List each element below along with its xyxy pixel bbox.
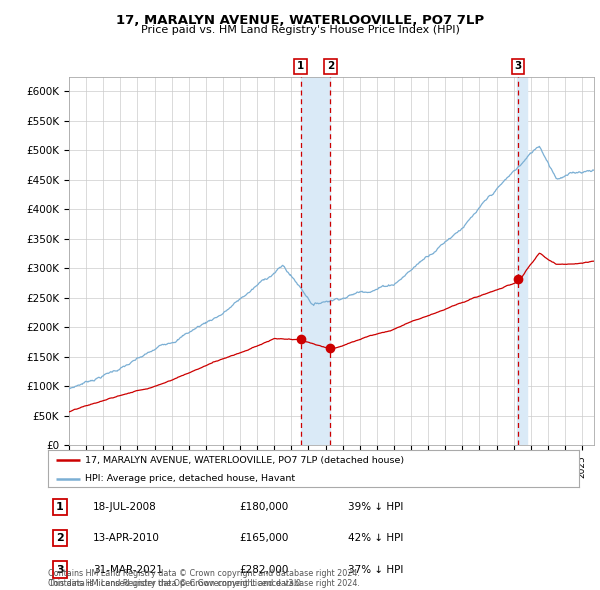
- Bar: [301, 77, 331, 445]
- Text: 2: 2: [56, 533, 64, 543]
- Text: £180,000: £180,000: [239, 502, 289, 512]
- Text: 31-MAR-2021: 31-MAR-2021: [93, 565, 163, 575]
- Text: Contains HM Land Registry data © Crown copyright and database right 2024.
This d: Contains HM Land Registry data © Crown c…: [48, 569, 360, 588]
- Text: 39% ↓ HPI: 39% ↓ HPI: [348, 502, 403, 512]
- Text: 3: 3: [514, 61, 521, 71]
- Text: 13-APR-2010: 13-APR-2010: [93, 533, 160, 543]
- Text: Contains HM Land Registry data © Crown copyright and database right 2024.: Contains HM Land Registry data © Crown c…: [48, 579, 360, 588]
- Text: Price paid vs. HM Land Registry's House Price Index (HPI): Price paid vs. HM Land Registry's House …: [140, 25, 460, 35]
- Text: HPI: Average price, detached house, Havant: HPI: Average price, detached house, Hava…: [85, 474, 295, 483]
- Text: 2: 2: [326, 61, 334, 71]
- Text: 3: 3: [56, 565, 64, 575]
- Text: 37% ↓ HPI: 37% ↓ HPI: [348, 565, 403, 575]
- Text: 17, MARALYN AVENUE, WATERLOOVILLE, PO7 7LP: 17, MARALYN AVENUE, WATERLOOVILLE, PO7 7…: [116, 14, 484, 27]
- Text: £165,000: £165,000: [239, 533, 289, 543]
- Text: 1: 1: [56, 502, 64, 512]
- Text: £282,000: £282,000: [239, 565, 289, 575]
- Bar: [517, 77, 527, 445]
- Text: 18-JUL-2008: 18-JUL-2008: [93, 502, 157, 512]
- Text: 17, MARALYN AVENUE, WATERLOOVILLE, PO7 7LP (detached house): 17, MARALYN AVENUE, WATERLOOVILLE, PO7 7…: [85, 455, 404, 464]
- Text: 42% ↓ HPI: 42% ↓ HPI: [348, 533, 403, 543]
- Text: 1: 1: [297, 61, 304, 71]
